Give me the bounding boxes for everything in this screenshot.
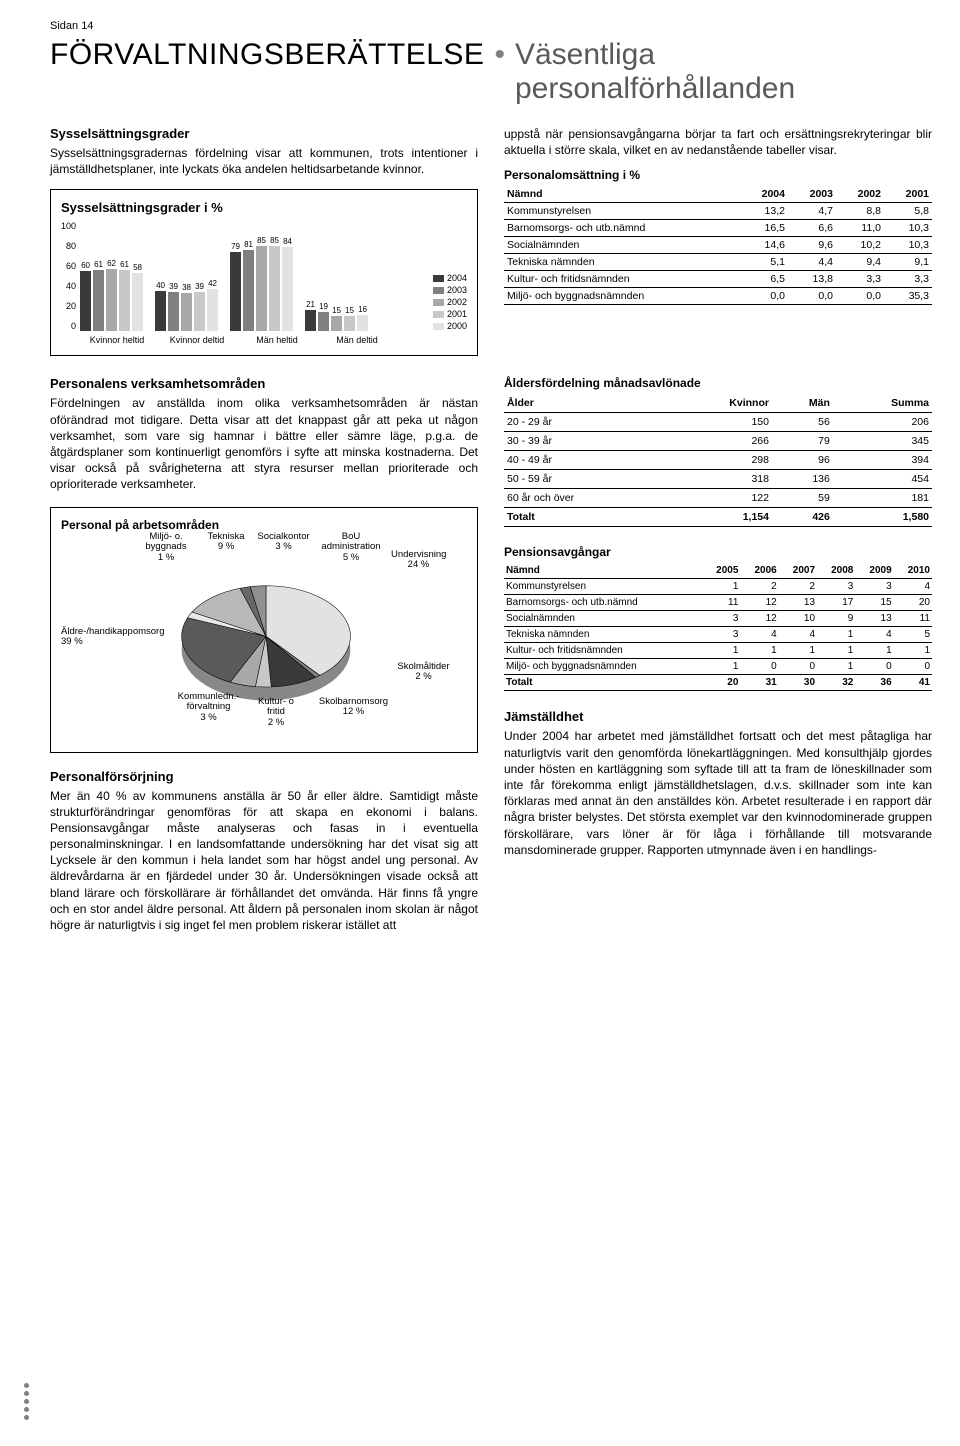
table-row: 30 - 39 år26679345: [504, 432, 932, 451]
pie-slice-label: Tekniska9 %: [201, 532, 251, 554]
bar-group: 6061626158: [80, 259, 143, 331]
right-top-text: uppstå när pensionsavgångarna börjar ta …: [504, 126, 932, 158]
table-row: Kultur- och fritidsnämnden111111: [504, 643, 932, 659]
pie-slice-label: BoU administration5 %: [316, 532, 386, 565]
table-aldersfordelning: Åldersfördelning månadsavlönade ÅlderKvi…: [504, 376, 932, 527]
table-row: Barnomsorgs- och utb.nämnd16,56,611,010,…: [504, 220, 932, 237]
page-title-row: FÖRVALTNINGSBERÄTTELSE • Väsentliga pers…: [50, 38, 932, 106]
section4-heading: Jämställdhet: [504, 709, 932, 724]
pie-slice-label: Socialkontor3 %: [256, 532, 311, 554]
pie-slice-label: Miljö- o. byggnads1 %: [136, 532, 196, 565]
pie-slice-label: Skolmåltider2 %: [396, 662, 451, 684]
table-row: 60 år och över12259181: [504, 489, 932, 508]
table-row: 20 - 29 år15056206: [504, 413, 932, 432]
bar-chart-title: Sysselsättningsgrader i %: [61, 200, 467, 215]
table-row: Miljö- och byggnadsnämnden0,00,00,035,3: [504, 288, 932, 305]
sidebar-text: LYCKSELE KOMMUN • ÅRSREDOVISNING 2004: [0, 1152, 2, 1416]
sidebar-dots: [24, 1383, 29, 1420]
title-separator: •: [494, 38, 505, 72]
table3-title: Pensionsavgångar: [504, 545, 932, 559]
table-row: Miljö- och byggnadsnämnden100100: [504, 659, 932, 675]
table-total-row: Totalt1,1544261,580: [504, 508, 932, 527]
title-main: FÖRVALTNINGSBERÄTTELSE: [50, 38, 484, 72]
table-row: 40 - 49 år29896394: [504, 451, 932, 470]
pie-slice-label: Skolbarnomsorg12 %: [316, 697, 391, 719]
bar-group: 2119151516: [305, 300, 368, 331]
intro-heading: Sysselsättningsgrader: [50, 126, 478, 141]
table-row: 50 - 59 år318136454: [504, 470, 932, 489]
bar-group: 4039383942: [155, 279, 218, 331]
bar-chart-legend: 20042003200220012000: [433, 273, 467, 331]
table-row: Kultur- och fritidsnämnden6,513,83,33,3: [504, 271, 932, 288]
table2-title: Åldersfördelning månadsavlönade: [504, 376, 932, 390]
table-total-row: Totalt203130323641: [504, 675, 932, 691]
pie-slice-label: Äldre-/handikappomsorg39 %: [61, 627, 151, 649]
bar-group: 7981858584: [230, 236, 293, 331]
bar-chart-panel: Sysselsättningsgrader i % 100806040200 6…: [50, 189, 478, 356]
table-personalomsattning: Personalomsättning i % Nämnd200420032002…: [504, 168, 932, 305]
pie-slice-label: Undervisning24 %: [391, 550, 446, 572]
section3-heading: Personalförsörjning: [50, 769, 478, 784]
table1-title: Personalomsättning i %: [504, 168, 932, 182]
bar-chart-yaxis: 100806040200: [61, 221, 80, 331]
section3-text: Mer än 40 % av kommunens anställa är 50 …: [50, 788, 478, 934]
table-row: Kommunstyrelsen122334: [504, 579, 932, 595]
intro-text: Sysselsättningsgradernas fördelning visa…: [50, 145, 478, 177]
section4-text: Under 2004 har arbetet med jämställdhet …: [504, 728, 932, 858]
pie-chart-panel: Personal på arbetsområden Äldre-/handika…: [50, 507, 478, 753]
table-row: Kommunstyrelsen13,24,78,85,8: [504, 203, 932, 220]
table-row: Barnomsorgs- och utb.nämnd111213171520: [504, 595, 932, 611]
title-sub: Väsentliga personalförhållanden: [515, 38, 932, 106]
pie-slice-label: Kultur- o fritid2 %: [251, 697, 301, 730]
table-row: Tekniska nämnden5,14,49,49,1: [504, 254, 932, 271]
bar-chart-groups: 606162615840393839427981858584 2119151516: [80, 221, 427, 331]
table-row: Socialnämnden3121091311: [504, 611, 932, 627]
pie-slice-label: Kommunledn.-förvaltning3 %: [171, 692, 246, 725]
section2-text: Fördelningen av anställda inom olika ver…: [50, 395, 478, 492]
table-row: Tekniska nämnden344145: [504, 627, 932, 643]
table-pensionsavgangar: Pensionsavgångar Nämnd200520062007200820…: [504, 545, 932, 691]
page-number: Sidan 14: [50, 20, 932, 32]
section2-heading: Personalens verksamhetsområden: [50, 376, 478, 391]
table-row: Socialnämnden14,69,610,210,3: [504, 237, 932, 254]
pie-chart-title: Personal på arbetsområden: [61, 518, 467, 532]
bar-chart-xlabels: Kvinnor heltidKvinnor deltidMän heltidMä…: [61, 335, 467, 345]
